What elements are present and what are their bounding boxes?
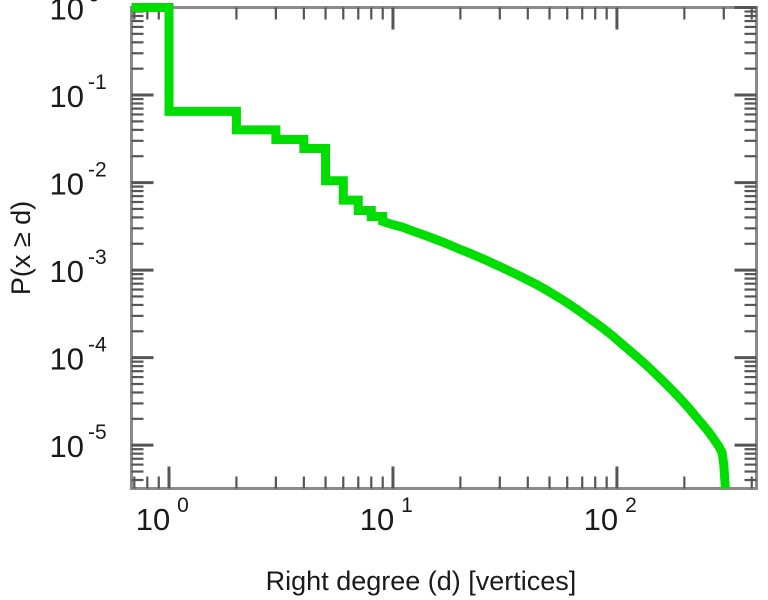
plot-border [130,6,758,490]
x-tick-exponent: 1 [401,494,413,517]
y-axis-title: P(x ≥ d) [6,201,36,295]
x-tick-label: 10 2 [584,494,637,537]
data-series-layer [131,3,730,489]
y-tick-base: 10 [50,167,84,202]
x-tick-exponent: 2 [625,494,637,517]
x-tick-label: 10 1 [360,494,413,537]
x-tick-base: 10 [584,502,618,537]
y-tick-label: 10 -3 [50,246,107,289]
x-tick-label: 10 0 [136,494,189,537]
x-tick-base: 10 [360,502,394,537]
x-tick-exponent: 0 [177,494,189,517]
y-tick-label: 10 -2 [50,159,107,202]
y-tick-exponent: 0 [88,0,100,7]
axes-frame [130,6,758,490]
y-tick-base: 10 [50,429,84,464]
y-tick-label: 10 -5 [50,421,107,464]
tick-marks [131,6,757,489]
y-tick-base: 10 [50,0,84,27]
y-tick-label: 10 0 [50,0,100,27]
y-tick-exponent: -3 [88,246,107,269]
y-tick-exponent: -5 [88,421,107,444]
ccdf-curve [131,3,730,489]
y-tick-exponent: -1 [88,71,107,94]
y-tick-label: 10 -1 [50,71,107,114]
y-tick-base: 10 [50,342,84,377]
y-tick-base: 10 [50,79,84,114]
y-tick-exponent: -4 [88,334,107,357]
y-tick-base: 10 [50,254,84,289]
y-tick-label: 10 -4 [50,334,107,377]
x-tick-base: 10 [136,502,170,537]
x-tick-labels: 10 0 10 1 10 2 [136,494,637,537]
y-tick-exponent: -2 [88,159,107,182]
x-axis-title: Right degree (d) [vertices] [266,566,577,596]
